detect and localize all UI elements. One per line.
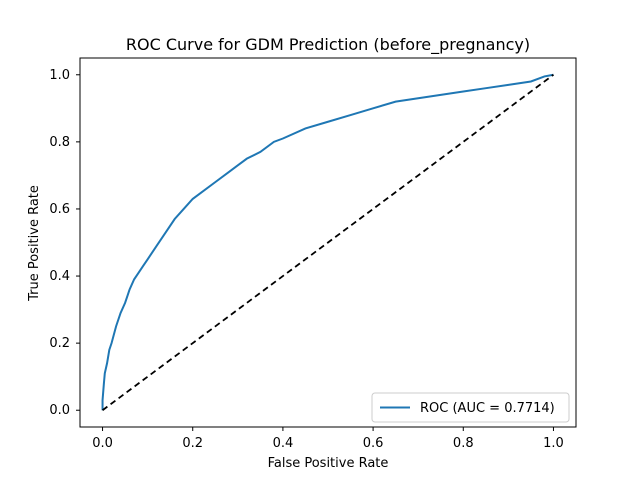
diagonal-reference-line (102, 74, 554, 411)
y-tick-label: 0.4 (49, 269, 70, 284)
legend-series-label: ROC (AUC = 0.7714) (420, 401, 555, 416)
plot-area (79, 57, 577, 428)
y-axis-label: True Positive Rate (27, 185, 42, 302)
y-axis-ticks: 0.0 0.2 0.4 0.6 0.8 1.0 (49, 68, 80, 418)
x-tick-label: 0.8 (453, 436, 474, 451)
x-tick-label: 1.0 (543, 436, 564, 451)
legend-box (371, 392, 570, 423)
chart-title: ROC Curve for GDM Prediction (before_pre… (126, 35, 530, 55)
y-tick-label: 0.8 (49, 135, 70, 150)
x-tick-label: 0.6 (363, 436, 384, 451)
roc-curve-line (101, 73, 554, 411)
y-tick-label: 0.0 (49, 403, 70, 418)
x-tick-label: 0.2 (182, 436, 203, 451)
x-tick-label: 0.4 (273, 436, 294, 451)
legend: ROC (AUC = 0.7714) (371, 392, 570, 423)
x-tick-label: 0.0 (92, 436, 113, 451)
y-tick-label: 1.0 (49, 68, 70, 83)
y-tick-label: 0.6 (49, 202, 70, 217)
x-axis-ticks: 0.0 0.2 0.4 0.6 0.8 1.0 (92, 427, 564, 451)
x-axis-label: False Positive Rate (268, 456, 389, 471)
y-tick-label: 0.2 (49, 336, 70, 351)
